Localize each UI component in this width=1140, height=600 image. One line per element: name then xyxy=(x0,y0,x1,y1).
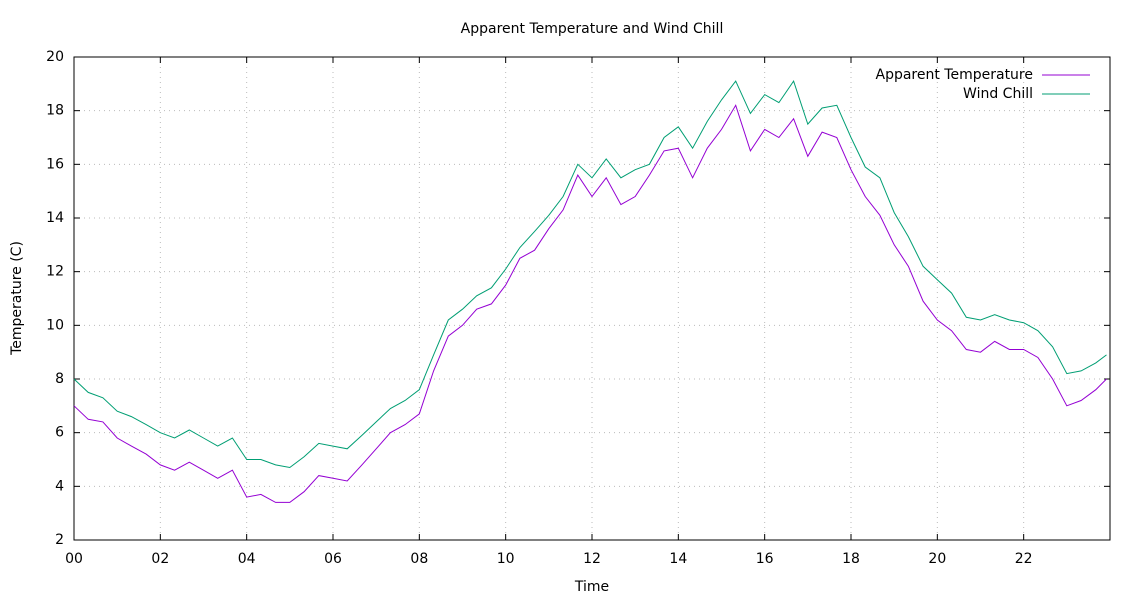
x-tick-label: 20 xyxy=(928,551,946,567)
y-tick-label: 2 xyxy=(55,532,64,548)
y-tick-label: 8 xyxy=(55,371,64,387)
x-tick-label: 04 xyxy=(238,551,256,567)
y-tick-label: 12 xyxy=(46,264,64,280)
series-line xyxy=(73,104,1107,503)
y-tick-label: 6 xyxy=(55,425,64,441)
legend-label: Wind Chill xyxy=(963,86,1033,102)
chart-title: Apparent Temperature and Wind Chill xyxy=(461,21,724,37)
y-tick-label: 4 xyxy=(55,478,64,494)
x-tick-label: 06 xyxy=(324,551,342,567)
x-tick-label: 16 xyxy=(756,551,774,567)
x-tick-label: 12 xyxy=(583,551,601,567)
x-tick-label: 08 xyxy=(410,551,428,567)
plot-border xyxy=(73,56,1111,541)
x-tick-label: 00 xyxy=(65,551,83,567)
x-tick-label: 02 xyxy=(151,551,169,567)
legend-label: Apparent Temperature xyxy=(876,67,1034,83)
y-tick-label: 18 xyxy=(46,103,64,119)
x-tick-label: 22 xyxy=(1015,551,1033,567)
series-line xyxy=(73,79,1107,469)
y-tick-label: 16 xyxy=(46,156,64,172)
y-tick-label: 10 xyxy=(46,317,64,333)
x-tick-label: 14 xyxy=(669,551,687,567)
y-axis-label: Temperature (C) xyxy=(9,241,25,356)
y-tick-label: 20 xyxy=(46,49,64,65)
x-axis-label: Time xyxy=(574,579,609,595)
y-tick-label: 14 xyxy=(46,210,64,226)
x-tick-label: 18 xyxy=(842,551,860,567)
x-tick-label: 10 xyxy=(497,551,515,567)
